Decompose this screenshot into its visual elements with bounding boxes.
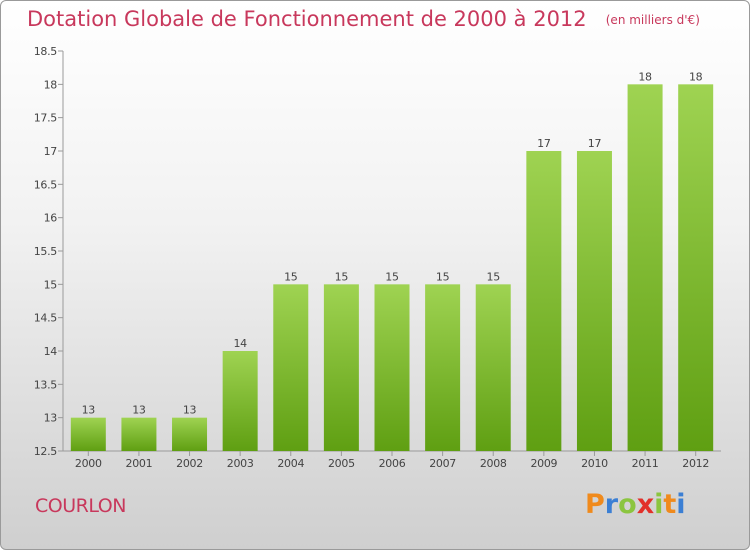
chart-subtitle: (en milliers d'€) [605, 13, 700, 27]
bar-value-label: 17 [588, 137, 602, 150]
y-tick-label: 18 [44, 78, 58, 91]
x-tick-label: 2008 [480, 457, 507, 470]
bar [576, 151, 612, 451]
bar-value-label: 14 [233, 337, 247, 350]
bar-value-label: 13 [183, 404, 197, 417]
y-tick-label: 13.5 [34, 378, 58, 391]
chart-title: Dotation Globale de Fonctionnement de 20… [27, 7, 587, 31]
bar [323, 284, 359, 451]
bar-value-label: 18 [638, 70, 652, 83]
x-tick-label: 2001 [126, 457, 153, 470]
bar [374, 284, 410, 451]
x-tick-label: 2006 [379, 457, 406, 470]
bar [273, 284, 309, 451]
y-tick-label: 12.5 [34, 445, 58, 458]
bar-value-label: 15 [385, 270, 399, 283]
y-tick-label: 15.5 [34, 245, 58, 258]
bar [425, 284, 461, 451]
bar-value-label: 18 [689, 70, 703, 83]
logo-letter: o [618, 489, 637, 520]
y-tick-label: 18.5 [34, 45, 58, 58]
y-tick-label: 16.5 [34, 178, 58, 191]
bar [526, 151, 562, 451]
commune-name: COURLON [35, 495, 126, 517]
title-row: Dotation Globale de Fonctionnement de 20… [27, 7, 700, 31]
bar-value-label: 13 [82, 404, 96, 417]
bar-value-label: 13 [132, 404, 146, 417]
y-tick-label: 14.5 [34, 312, 58, 325]
y-tick-label: 13 [44, 412, 58, 425]
bar-value-label: 15 [436, 270, 450, 283]
x-tick-label: 2003 [227, 457, 254, 470]
y-tick-label: 17 [44, 145, 58, 158]
x-tick-label: 2000 [75, 457, 102, 470]
x-tick-label: 2004 [277, 457, 304, 470]
y-tick-label: 15 [44, 278, 58, 291]
proxiti-logo: Proxiti [585, 489, 686, 520]
logo-letter: P [585, 489, 605, 520]
bar-value-label: 15 [487, 270, 501, 283]
x-tick-label: 2007 [429, 457, 456, 470]
x-tick-label: 2012 [682, 457, 709, 470]
logo-letter: r [604, 489, 619, 520]
bar [475, 284, 511, 451]
x-tick-label: 2009 [530, 457, 557, 470]
x-tick-label: 2011 [632, 457, 659, 470]
bar [121, 417, 157, 451]
bar-value-label: 15 [335, 270, 349, 283]
bar-value-label: 15 [284, 270, 298, 283]
logo-letter: i [676, 489, 686, 520]
y-tick-label: 14 [44, 345, 58, 358]
logo-letter: i [654, 489, 664, 520]
logo-letter: x [636, 489, 655, 520]
x-tick-label: 2002 [176, 457, 203, 470]
bar [627, 84, 663, 451]
bar [222, 351, 258, 451]
logo-letter: t [663, 489, 677, 520]
y-tick-label: 17.5 [34, 112, 58, 125]
bar [70, 417, 106, 451]
y-tick-label: 16 [44, 212, 58, 225]
x-tick-label: 2010 [581, 457, 608, 470]
bar [172, 417, 208, 451]
bar-value-label: 17 [537, 137, 551, 150]
bar [678, 84, 714, 451]
x-tick-label: 2005 [328, 457, 355, 470]
